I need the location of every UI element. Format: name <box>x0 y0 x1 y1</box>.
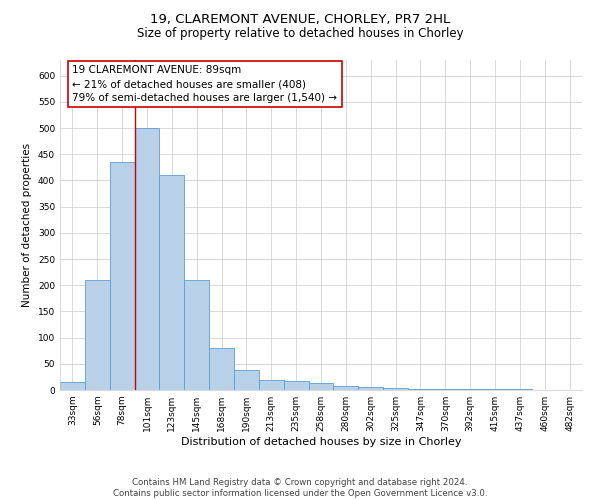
Bar <box>408 389 433 390</box>
Y-axis label: Number of detached properties: Number of detached properties <box>22 143 32 307</box>
Text: Size of property relative to detached houses in Chorley: Size of property relative to detached ho… <box>137 28 463 40</box>
Bar <box>234 370 259 390</box>
Bar <box>209 348 234 390</box>
Bar <box>184 280 209 390</box>
Bar <box>284 381 308 390</box>
Bar <box>383 388 408 390</box>
Bar <box>308 383 334 390</box>
Bar <box>110 162 134 390</box>
Bar <box>334 386 358 390</box>
Bar <box>259 380 284 390</box>
Text: 19 CLAREMONT AVENUE: 89sqm
← 21% of detached houses are smaller (408)
79% of sem: 19 CLAREMONT AVENUE: 89sqm ← 21% of deta… <box>73 65 337 103</box>
Bar <box>60 382 85 390</box>
Bar <box>160 175 184 390</box>
Bar <box>358 388 383 390</box>
Text: Contains HM Land Registry data © Crown copyright and database right 2024.
Contai: Contains HM Land Registry data © Crown c… <box>113 478 487 498</box>
Bar <box>134 128 160 390</box>
Text: 19, CLAREMONT AVENUE, CHORLEY, PR7 2HL: 19, CLAREMONT AVENUE, CHORLEY, PR7 2HL <box>150 12 450 26</box>
Bar <box>85 280 110 390</box>
Bar <box>433 389 458 390</box>
X-axis label: Distribution of detached houses by size in Chorley: Distribution of detached houses by size … <box>181 437 461 447</box>
